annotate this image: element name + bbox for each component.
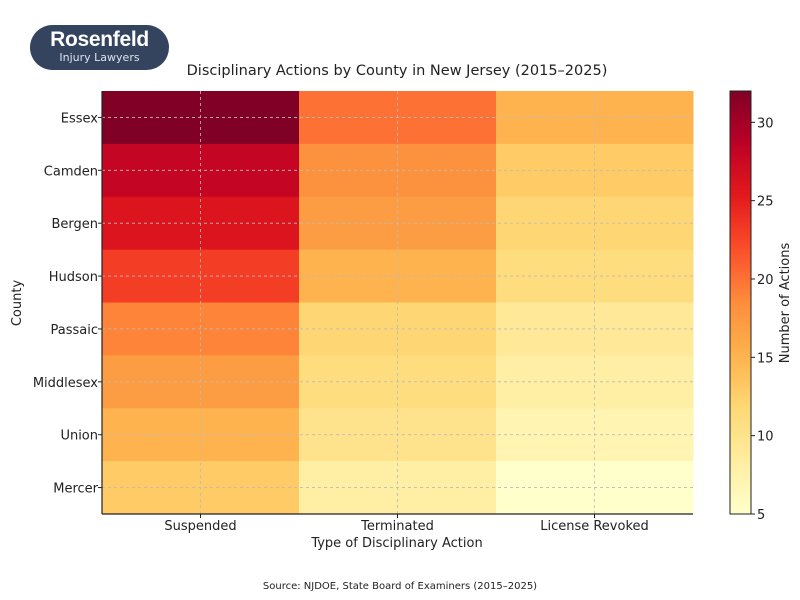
colorbar-tick-label: 10 (757, 430, 774, 445)
logo-tagline: Injury Lawyers (59, 51, 140, 64)
colorbar-tick-label: 25 (757, 195, 774, 210)
y-tick-label: Mercer (53, 482, 98, 497)
logo-name: Rosenfeld (50, 28, 149, 51)
y-tick-label: Middlesex (33, 376, 98, 391)
y-tick-label: Passaic (51, 323, 99, 338)
colorbar-label: Number of Actions (778, 243, 793, 364)
colorbar-tick-label: 15 (757, 351, 774, 366)
x-tick-label: Terminated (360, 519, 434, 534)
y-tick-label: Camden (44, 164, 98, 179)
y-tick-label: Bergen (51, 217, 98, 232)
logo: Rosenfeld Injury Lawyers (30, 25, 169, 70)
y-axis-label: County (10, 280, 25, 327)
x-tick-label: Suspended (164, 519, 236, 534)
colorbar-tick-label: 20 (757, 273, 774, 288)
y-tick-label: Hudson (49, 270, 98, 285)
chart-title: Disciplinary Actions by County in New Je… (187, 63, 608, 79)
y-tick-label: Essex (61, 111, 99, 126)
y-tick-label: Union (60, 429, 98, 444)
x-axis-label: Type of Disciplinary Action (310, 536, 482, 551)
colorbar-tick-label: 30 (757, 116, 774, 131)
colorbar (729, 90, 752, 515)
colorbar-tick-label: 5 (757, 508, 765, 523)
source-note: Source: NJDOE, State Board of Examiners … (263, 581, 537, 592)
x-tick-label: License Revoked (540, 519, 649, 534)
